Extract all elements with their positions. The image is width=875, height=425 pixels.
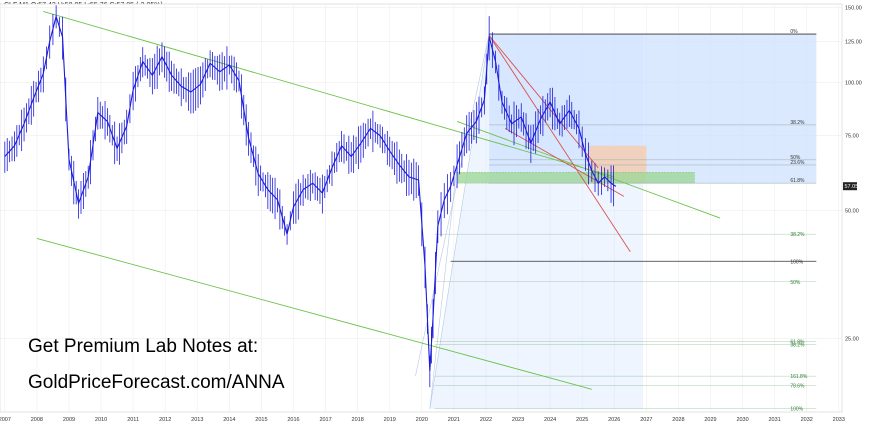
x-tick-label: 2020 [416, 417, 428, 423]
fib-lower-label: 38.2% [790, 343, 805, 349]
red-trend-line [488, 35, 631, 253]
x-tick-label: 2007 [0, 417, 11, 423]
x-tick-label: 2018 [352, 417, 364, 423]
x-tick-label: 2016 [287, 417, 299, 423]
x-tick-label: 2013 [191, 417, 203, 423]
x-tick-label: 2028 [672, 417, 684, 423]
x-tick-label: 2011 [127, 417, 139, 423]
fan-ray [429, 34, 490, 409]
fib-lower-label: 100% [790, 407, 803, 413]
fib-level-label: 38.2% [790, 120, 805, 126]
x-tick-label: 2032 [801, 417, 813, 423]
x-tick-label: 2012 [159, 417, 171, 423]
last-price-label: 57.05 [845, 184, 859, 190]
red-trend-line [488, 35, 599, 169]
x-tick-label: 2014 [223, 417, 235, 423]
x-tick-label: 2021 [448, 417, 460, 423]
promo-line-1: Get Premium Lab Notes at: [28, 336, 259, 357]
fib-level-label: 0% [790, 29, 798, 35]
fib-level-label: 23.6% [790, 160, 805, 166]
price-line [4, 14, 617, 371]
x-tick-label: 2017 [319, 417, 331, 423]
y-tick-label: 25.00 [845, 337, 859, 343]
green-zone [456, 172, 695, 184]
y-tick-label: 75.00 [845, 134, 859, 140]
y-tick-label: 125.00 [845, 39, 862, 45]
promo-line-2: GoldPriceForecast.com/ANNA [28, 372, 285, 393]
last-price-tag [843, 182, 857, 191]
fib-level-label: 50% [790, 155, 801, 161]
x-tick-label: 2024 [544, 417, 556, 423]
lower-channel [36, 237, 592, 390]
x-tick-label: 2029 [704, 417, 716, 423]
y-tick-label: 100.00 [845, 81, 862, 87]
fib-upper-box [489, 34, 817, 184]
x-tick-label: 2010 [95, 417, 107, 423]
fib-lower-label: 161.8% [790, 374, 808, 380]
x-tick-label: 2023 [512, 417, 524, 423]
x-tick-label: 2030 [736, 417, 748, 423]
x-tick-label: 2033 [833, 417, 845, 423]
fib-lower-label: 38.2% [790, 232, 805, 238]
fib-lower-label: 61.8% [790, 340, 805, 346]
y-tick-label: 150.00 [845, 6, 862, 12]
x-tick-label: 2022 [480, 417, 492, 423]
fib-lower-label: 50% [790, 280, 801, 286]
upper-channel [43, 10, 615, 178]
fib-lower-label: 100% [790, 259, 803, 265]
x-tick-label: 2025 [576, 417, 588, 423]
fib-lower-label: 78.6% [790, 383, 805, 389]
red-trend-line [504, 128, 625, 197]
x-tick-label: 2031 [769, 417, 781, 423]
x-tick-label: 2009 [63, 417, 75, 423]
fib-level-label: 61.8% [790, 178, 805, 184]
x-tick-label: 2015 [255, 417, 267, 423]
x-tick-label: 2026 [608, 417, 620, 423]
x-tick-label: 2019 [384, 417, 396, 423]
x-tick-label: 2008 [31, 417, 43, 423]
fan-ray [429, 164, 458, 409]
x-tick-label: 2027 [640, 417, 652, 423]
y-tick-label: 50.00 [845, 209, 859, 215]
